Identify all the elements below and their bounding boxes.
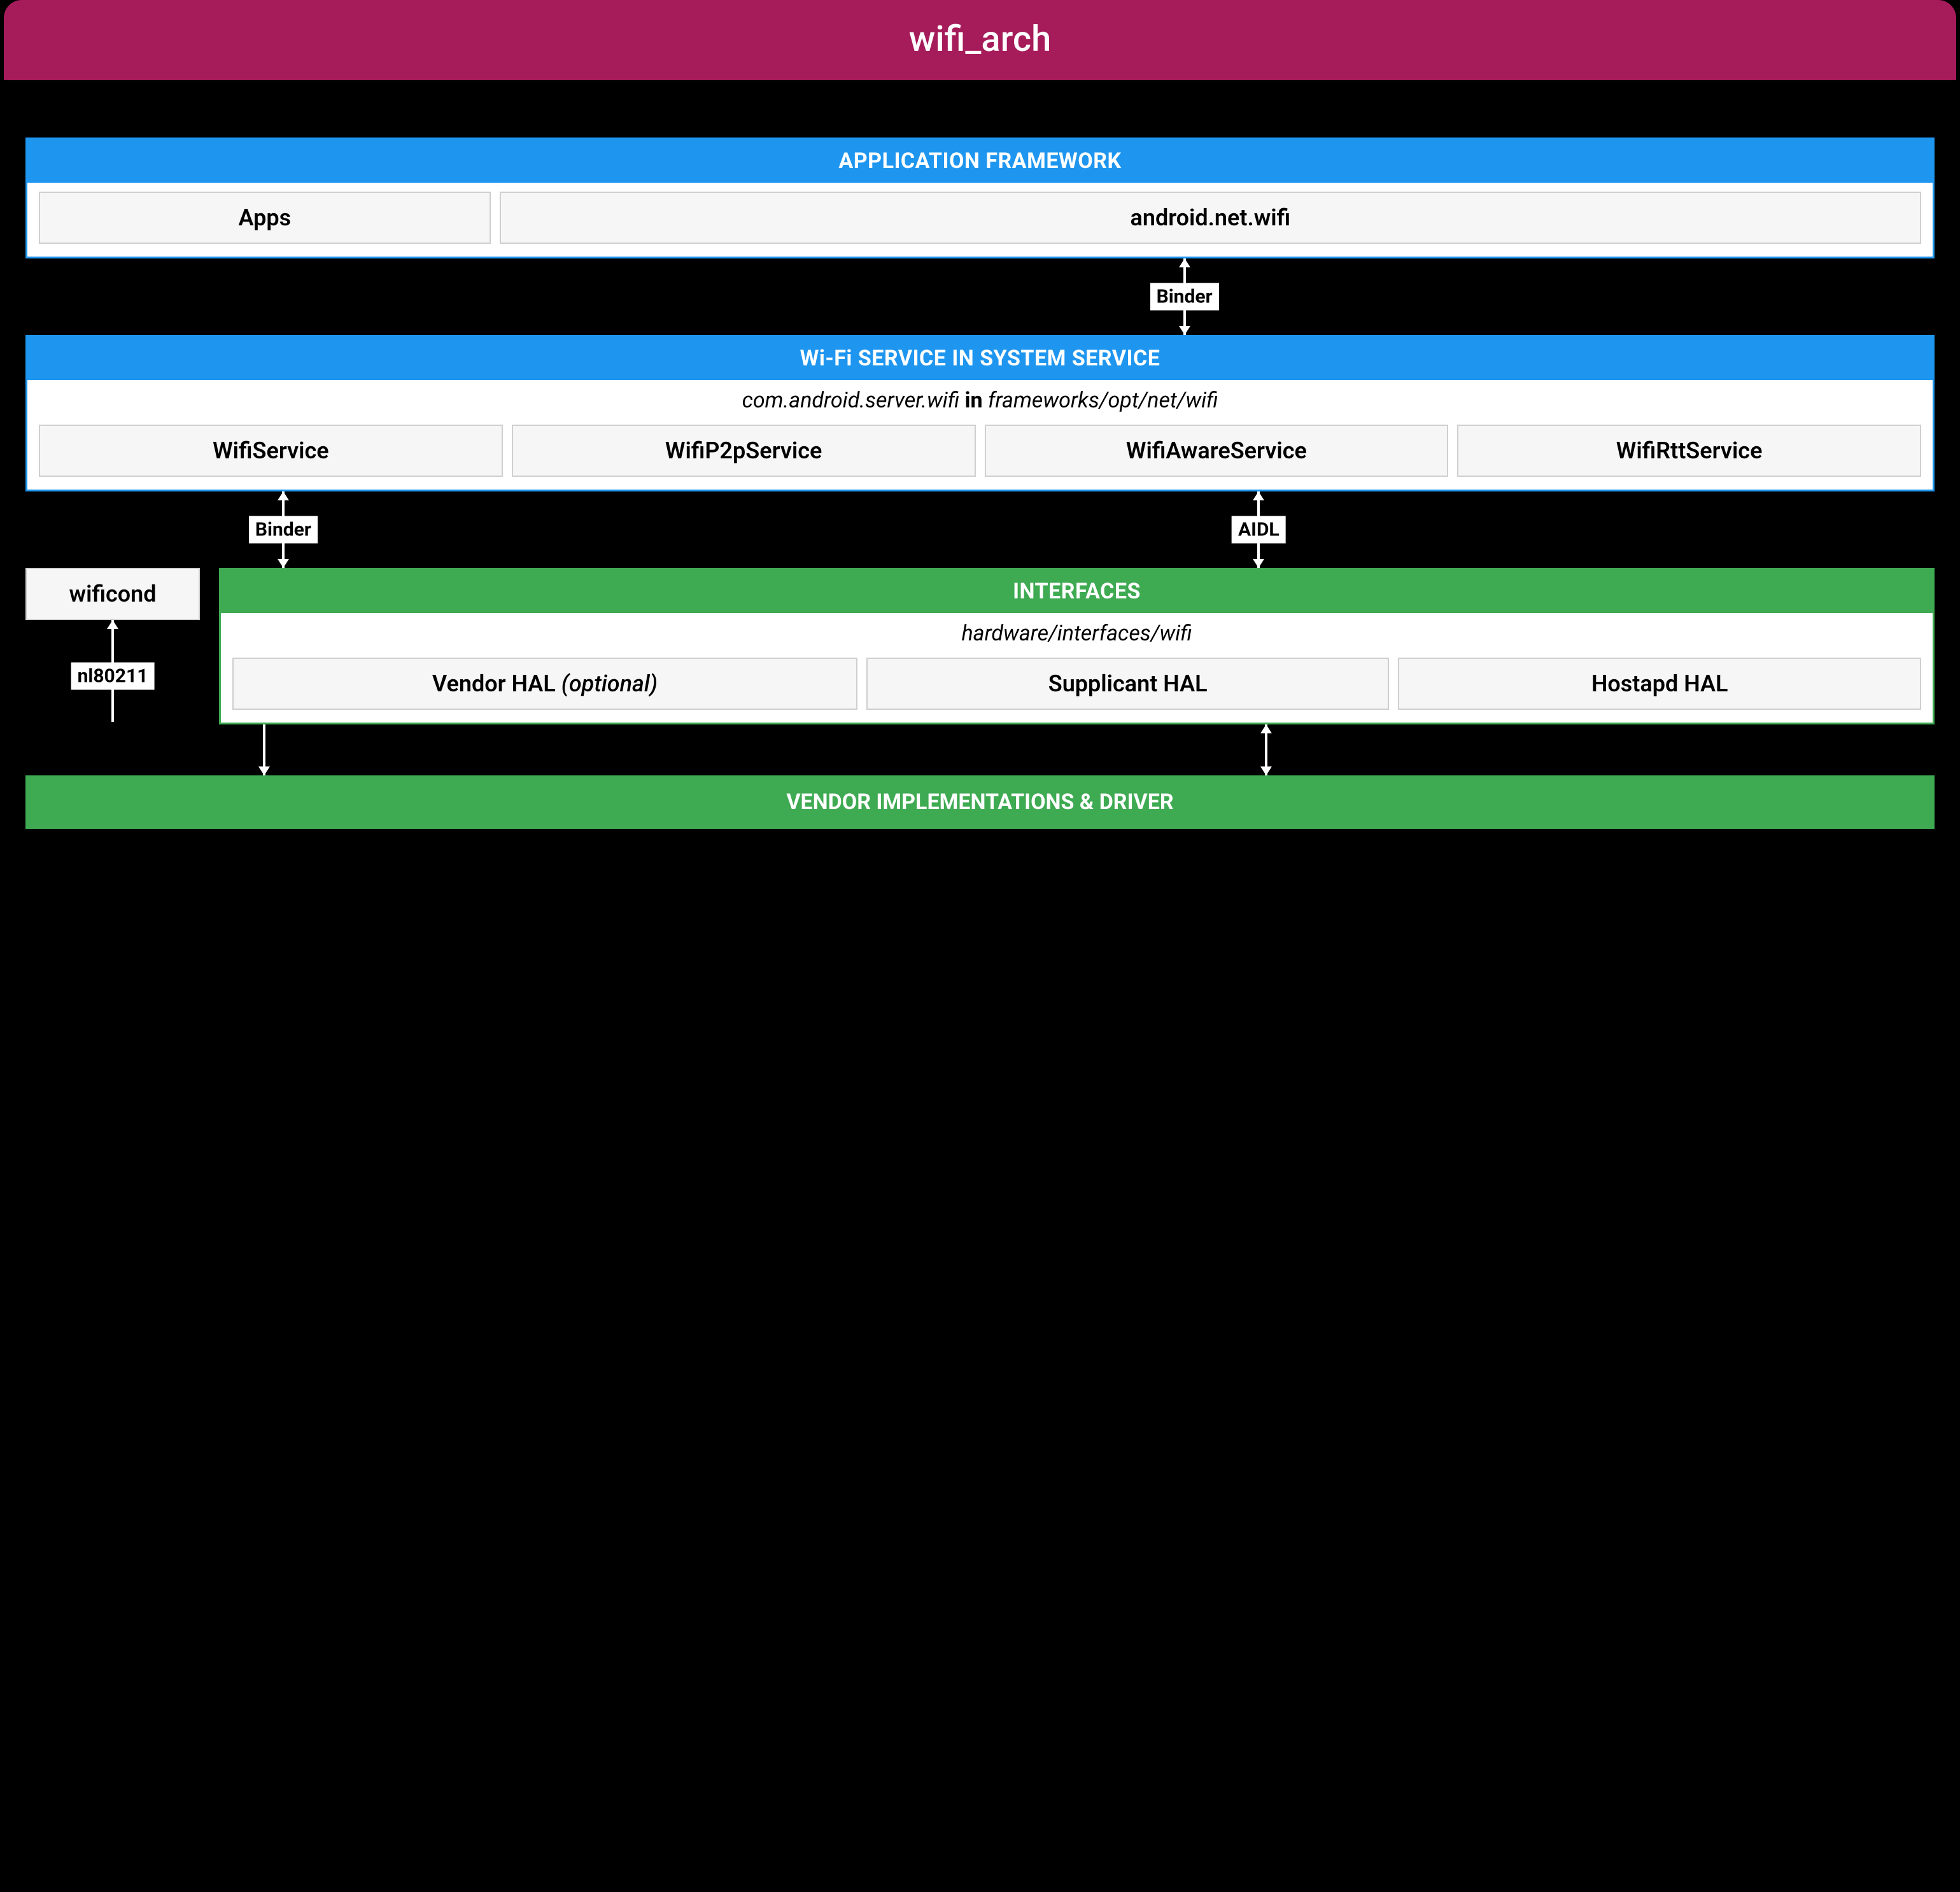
diagram-title: wifi_arch	[4, 0, 1956, 80]
cell-wificond: wificond	[25, 568, 200, 620]
cell-wifirttservice: WifiRttService	[1457, 425, 1921, 477]
cell-apps: Apps	[39, 192, 491, 244]
connector-app-to-service: Binder	[51, 258, 1909, 335]
layer-interfaces: INTERFACES hardware/interfaces/wifi Vend…	[219, 568, 1935, 724]
cell-vendor-hal: Vendor HAL (optional)	[232, 658, 857, 710]
layer-app-header: APPLICATION FRAMEWORK	[27, 139, 1933, 183]
mid-left-col: wificond nl80211	[25, 568, 200, 722]
layer-interfaces-sub: hardware/interfaces/wifi	[221, 613, 1933, 649]
layer-wifi-service: Wi-Fi SERVICE IN SYSTEM SERVICE com.andr…	[25, 335, 1935, 491]
service-sub-pkg: com.android.server.wifi	[742, 388, 960, 413]
cell-android-net-wifi: android.net.wifi	[500, 192, 1921, 244]
arrow-down-icon	[1179, 326, 1190, 335]
vendor-hal-note: (optional)	[561, 670, 658, 697]
service-sub-path: frameworks/opt/net/wifi	[988, 388, 1218, 413]
arrow-down-icon	[258, 766, 270, 775]
cell-wifiawareservice: WifiAwareService	[985, 425, 1449, 477]
layer-service-sub: com.android.server.wifi in frameworks/op…	[27, 380, 1933, 416]
connector-service-to-hal: Binder AIDL	[51, 491, 1909, 568]
arrow-down-icon	[278, 559, 289, 568]
arrow-up-icon	[107, 620, 118, 629]
layer-stack: APPLICATION FRAMEWORK Apps android.net.w…	[0, 80, 1960, 568]
arrow-down-icon	[1260, 766, 1272, 775]
arrow-up-icon	[1179, 258, 1190, 267]
label-binder-2: Binder	[249, 516, 318, 544]
label-nl80211: nl80211	[71, 663, 155, 690]
layer-service-header: Wi-Fi SERVICE IN SYSTEM SERVICE	[27, 337, 1933, 380]
layer-interfaces-row: Vendor HAL (optional) Supplicant HAL Hos…	[221, 649, 1933, 723]
label-binder-1: Binder	[1150, 283, 1219, 311]
label-aidl: AIDL	[1232, 516, 1286, 544]
layer-service-row: WifiService WifiP2pService WifiAwareServ…	[27, 416, 1933, 490]
cell-supplicant-hal: Supplicant HAL	[866, 658, 1390, 710]
cell-hostapd-hal: Hostapd HAL	[1398, 658, 1921, 710]
mid-right-col: INTERFACES hardware/interfaces/wifi Vend…	[219, 568, 1935, 724]
service-sub-in: in	[965, 388, 983, 413]
cell-wifip2pservice: WifiP2pService	[512, 425, 976, 477]
vendor-hal-text: Vendor HAL	[432, 670, 556, 697]
connector-to-vendor	[25, 724, 1935, 775]
layer-vendor: VENDOR IMPLEMENTATIONS & DRIVER	[25, 775, 1935, 829]
arrow-up-icon	[1253, 491, 1264, 500]
interfaces-sub-path: hardware/interfaces/wifi	[961, 621, 1192, 646]
arrow-down-icon	[1253, 559, 1264, 568]
mid-row: wificond nl80211 INTERFACES hardware/int…	[25, 568, 1935, 724]
layer-app-framework: APPLICATION FRAMEWORK Apps android.net.w…	[25, 138, 1935, 258]
layer-app-row: Apps android.net.wifi	[27, 183, 1933, 257]
diagram-canvas: wifi_arch APPLICATION FRAMEWORK Apps and…	[0, 0, 1960, 829]
arrow-up-icon	[278, 491, 289, 500]
arrow-up-icon	[1260, 724, 1272, 733]
cell-wifiservice: WifiService	[39, 425, 503, 477]
layer-interfaces-header: INTERFACES	[221, 570, 1933, 613]
connector-wificond-down: nl80211	[25, 620, 200, 722]
